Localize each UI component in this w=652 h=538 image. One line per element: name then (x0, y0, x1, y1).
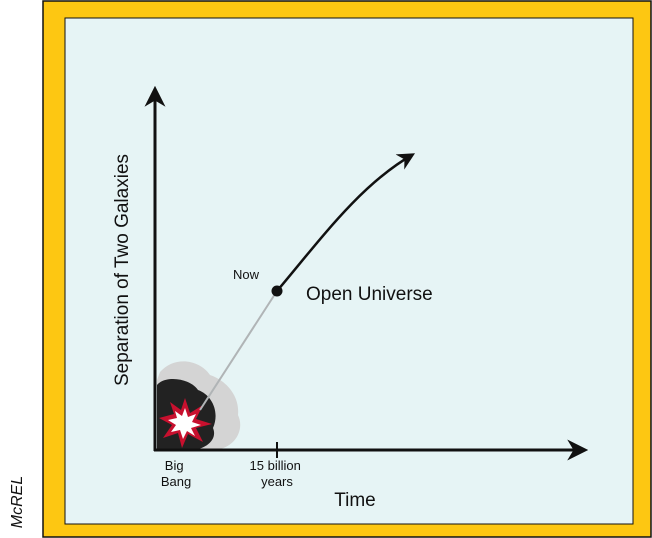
curve-label: Open Universe (306, 284, 433, 305)
tick-line: Big (165, 458, 184, 473)
diagram: McREL Big Bang 15 billion years Time Sep… (0, 0, 652, 538)
page: McREL Big Bang 15 billion years Time Sep… (0, 0, 652, 538)
x-axis-label: Time (334, 490, 376, 511)
credit: McREL (9, 476, 26, 528)
y-axis-label: Separation of Two Galaxies (112, 154, 133, 386)
tick-line: years (261, 474, 293, 489)
tick-label: Big Bang (161, 458, 191, 489)
tick-line: 15 billion (250, 458, 301, 473)
tick-line: Bang (161, 474, 191, 489)
point-label: Now (233, 267, 260, 282)
now-point (272, 286, 283, 297)
panel (65, 18, 633, 524)
